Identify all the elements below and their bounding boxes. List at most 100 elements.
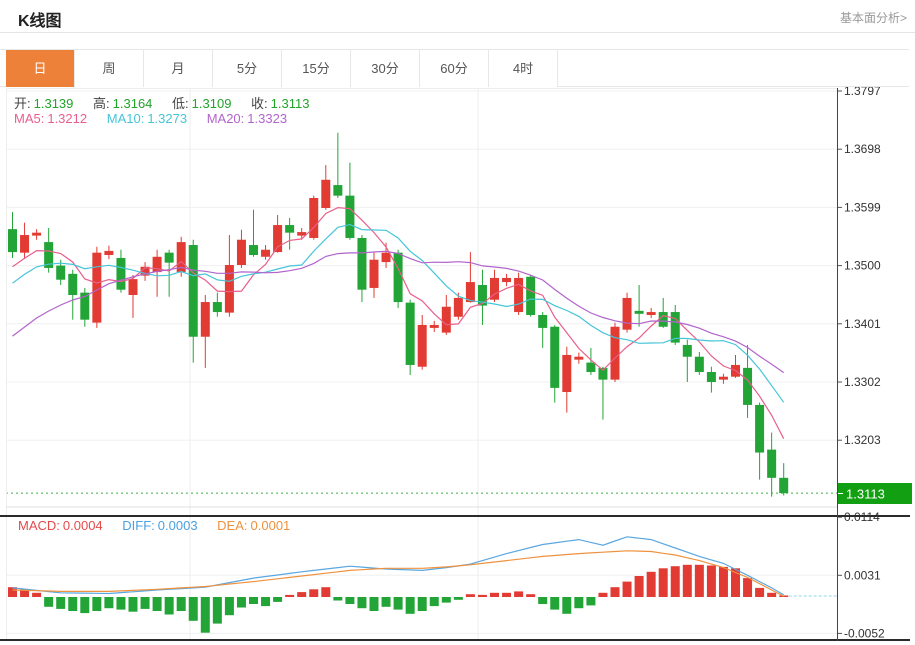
low-value: 1.3109 — [191, 96, 232, 111]
page-title: K线图 — [18, 13, 62, 30]
tab-5分[interactable]: 5分 — [213, 50, 282, 87]
candle-body — [586, 362, 596, 373]
macd-histogram-bar — [634, 576, 644, 597]
macd-histogram-bar — [622, 581, 632, 597]
tab-15分[interactable]: 15分 — [282, 50, 351, 87]
macd-histogram-bar — [550, 597, 560, 610]
low-label: 低: — [172, 96, 189, 111]
macd-histogram-bar — [658, 568, 668, 597]
macd-histogram-bar — [682, 564, 692, 597]
macd-histogram-bar — [694, 564, 704, 597]
candle-body — [694, 356, 704, 373]
ma10-line — [12, 223, 785, 403]
dea-label: DEA: — [217, 518, 248, 533]
ma20-label: MA20: — [206, 111, 245, 126]
price-axis-label: 1.3599 — [844, 200, 881, 214]
header: K线图 基本面分析> — [0, 0, 915, 33]
tab-30分[interactable]: 30分 — [351, 50, 420, 87]
macd-axis-label: 0.0114 — [844, 510, 880, 524]
price-axis-label: 1.3302 — [844, 375, 881, 389]
candle-body — [56, 265, 66, 280]
macd-histogram-bar — [212, 597, 222, 624]
macd-histogram-bar — [417, 597, 427, 611]
macd-histogram-bar — [755, 587, 765, 597]
candle-body — [44, 242, 54, 268]
macd-histogram-bar — [429, 597, 439, 607]
ma5-label: MA5: — [14, 111, 45, 126]
candle-body — [128, 279, 138, 295]
macd-histogram-bar — [502, 592, 512, 597]
macd-histogram-bar — [718, 566, 728, 597]
candle-body — [502, 277, 512, 283]
candle-body — [465, 282, 475, 303]
macd-histogram-bar — [188, 597, 198, 621]
price-axis-label: 1.3698 — [844, 142, 881, 156]
close-label: 收: — [251, 96, 268, 111]
macd-histogram-bar — [224, 597, 234, 616]
macd-histogram-bar — [273, 597, 283, 602]
macd-histogram-bar — [297, 592, 307, 597]
price-axis-label: 1.3401 — [844, 317, 881, 331]
tab-60分[interactable]: 60分 — [420, 50, 489, 87]
candle-body — [755, 404, 765, 453]
macd-histogram-bar — [32, 592, 42, 597]
macd-axis-label: 0.0031 — [844, 568, 881, 582]
candle-body — [200, 302, 210, 337]
macd-histogram-bar — [441, 597, 451, 603]
tab-周[interactable]: 周 — [75, 50, 144, 87]
candle-body — [309, 197, 319, 238]
macd-histogram-bar — [477, 594, 487, 597]
macd-histogram-bar — [321, 587, 331, 597]
candle-body — [152, 256, 162, 273]
candle-body — [68, 273, 78, 295]
candle-body — [176, 242, 186, 273]
fundamental-analysis-link[interactable]: 基本面分析> — [839, 11, 907, 25]
ohlc-legend: 开: 1.3139 高: 1.3164 低: 1.3109 收: 1.3113 — [14, 93, 312, 112]
macd-histogram-bar — [369, 597, 379, 611]
candle-body — [682, 344, 692, 357]
open-value: 1.3139 — [33, 96, 74, 111]
macd-histogram-bar — [249, 597, 258, 604]
macd-histogram-bar — [453, 597, 463, 600]
tab-bar: 日周月 5分 15分 30分 60分 4时 — [0, 49, 909, 87]
macd-histogram-bar — [357, 597, 367, 609]
macd-histogram-bar — [164, 597, 174, 615]
macd-histogram-bar — [80, 597, 90, 614]
candle-body — [490, 277, 499, 300]
candle-body — [706, 372, 716, 382]
candle-body — [80, 292, 90, 320]
ma10-label: MA10: — [106, 111, 145, 126]
ma20-value: 1.3323 — [247, 111, 288, 126]
macd-axis-label: -0.0052 — [844, 626, 885, 640]
macd-legend: MACD: 0.0004 DIFF: 0.0003 DEA: 0.0001 — [18, 518, 293, 533]
macd-histogram-bar — [236, 597, 246, 608]
macd-label: MACD: — [18, 518, 60, 533]
tab-日[interactable]: 日 — [6, 50, 75, 87]
candle-body — [321, 179, 331, 208]
macd-histogram-bar — [68, 597, 78, 611]
candle-body — [140, 266, 150, 276]
candle-body — [658, 312, 668, 327]
tab-4时[interactable]: 4时 — [489, 50, 558, 87]
ma5-line — [12, 206, 785, 439]
tab-月[interactable]: 月 — [144, 50, 213, 87]
macd-histogram-bar — [261, 597, 271, 607]
ma20-line — [12, 250, 785, 374]
candle-body — [369, 259, 379, 288]
candle-body — [477, 285, 487, 306]
macd-panel-top-border — [0, 515, 910, 517]
candle-body — [538, 314, 548, 328]
price-axis-label: 1.3797 — [844, 84, 881, 98]
dea-value: 0.0001 — [250, 518, 291, 533]
candle-body — [670, 312, 680, 343]
candle-body — [767, 449, 777, 478]
high-label: 高: — [93, 96, 110, 111]
macd-histogram-bar — [152, 597, 162, 611]
diff-value: 0.0003 — [157, 518, 198, 533]
candle-body — [550, 326, 560, 388]
candle-body — [393, 252, 403, 303]
candle-body — [357, 237, 367, 290]
macd-histogram-bar — [538, 597, 548, 604]
candle-body — [646, 312, 656, 315]
